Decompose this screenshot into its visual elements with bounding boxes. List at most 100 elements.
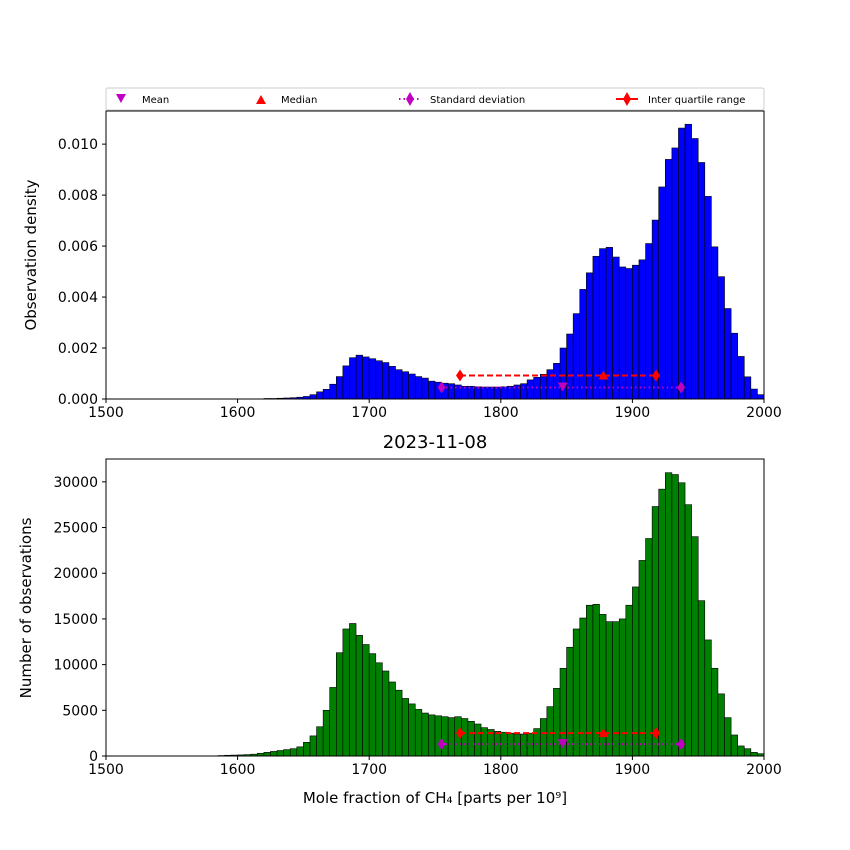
count-bar xyxy=(434,715,442,757)
density-bar xyxy=(395,369,403,400)
count-bar xyxy=(566,646,574,757)
density-bar xyxy=(526,379,534,400)
density-bar xyxy=(487,386,495,400)
count-bar xyxy=(697,600,706,757)
count-bar xyxy=(428,714,436,757)
count-iqr-low-marker xyxy=(456,727,465,740)
legend-iqr-marker xyxy=(623,92,631,106)
density-std-high-marker xyxy=(677,381,686,394)
count-x-tick-label: 1900 xyxy=(615,762,651,778)
count-bar xyxy=(684,504,692,757)
density-bar xyxy=(717,276,725,400)
count-bar xyxy=(553,688,561,757)
count-bar xyxy=(480,727,488,757)
count-bar xyxy=(401,698,409,757)
count-bar xyxy=(335,652,344,757)
count-bar xyxy=(572,628,581,757)
density-x-tick-label: 1900 xyxy=(615,405,651,421)
count-bar xyxy=(638,560,646,757)
density-bar xyxy=(678,127,686,400)
count-bar xyxy=(724,717,732,757)
count-bar xyxy=(329,687,337,757)
density-x-tick-label: 1800 xyxy=(483,405,519,421)
count-bars xyxy=(217,472,765,757)
density-bar xyxy=(559,347,567,400)
density-bar xyxy=(632,264,640,400)
count-y-tick-label: 0 xyxy=(89,749,98,765)
count-bar xyxy=(283,749,291,757)
density-histogram: 1500 1600 1700 1800 1900 2000 0.000 0.002 0.004… xyxy=(22,110,782,421)
count-axes-frame xyxy=(105,458,765,757)
density-bar xyxy=(546,369,554,400)
density-bar xyxy=(349,357,357,400)
density-y-axis-label: Observation density xyxy=(22,179,40,330)
density-bar xyxy=(592,255,600,400)
count-bar xyxy=(704,639,712,757)
count-bar xyxy=(493,731,502,757)
density-bar xyxy=(750,388,758,400)
density-bar xyxy=(408,373,416,400)
density-x-tick-label: 1700 xyxy=(351,405,387,421)
count-bar xyxy=(546,706,554,757)
density-axes-frame xyxy=(105,110,765,400)
density-bar xyxy=(368,358,377,400)
count-bar xyxy=(441,716,449,757)
density-iqr-high-marker xyxy=(652,369,661,382)
density-bar xyxy=(638,259,646,400)
count-bar xyxy=(651,506,660,757)
density-median-marker xyxy=(598,370,609,380)
count-bar xyxy=(507,732,515,757)
count-bar xyxy=(618,618,627,757)
count-bar xyxy=(296,746,304,757)
density-bar xyxy=(737,356,745,400)
density-x-tick-label: 2000 xyxy=(746,405,782,421)
density-mean-marker xyxy=(557,382,568,392)
count-bar xyxy=(474,723,482,757)
count-y-tick-label: 30000 xyxy=(53,475,98,491)
count-bar xyxy=(632,586,640,757)
legend-std-label: Standard deviation xyxy=(430,95,525,106)
count-bar xyxy=(322,710,331,757)
count-bar xyxy=(658,488,666,757)
density-bar xyxy=(507,385,515,400)
density-y-tick-label: 0.010 xyxy=(58,137,98,153)
density-bar xyxy=(382,362,390,400)
density-bar xyxy=(447,383,456,400)
count-bar xyxy=(342,628,350,757)
density-stats-markers xyxy=(437,369,686,394)
density-bar xyxy=(401,371,409,400)
count-bar xyxy=(276,750,284,757)
count-bar xyxy=(309,735,317,757)
count-bar xyxy=(678,482,686,757)
density-bar xyxy=(355,354,363,400)
count-bar xyxy=(355,635,363,757)
count-median-marker xyxy=(598,728,609,738)
density-bar xyxy=(566,333,574,400)
density-bar xyxy=(553,363,561,400)
density-bar xyxy=(658,186,666,400)
count-iqr-high-marker xyxy=(652,727,661,740)
density-bar xyxy=(335,376,344,400)
density-x-tick-label: 1600 xyxy=(220,405,256,421)
count-y-tick-label: 10000 xyxy=(53,658,98,674)
density-bar xyxy=(579,289,587,400)
density-bar xyxy=(618,266,627,400)
density-bar xyxy=(309,394,317,400)
count-x-ticks: 1500 1600 1700 1800 1900 2000 xyxy=(88,756,782,778)
count-bar xyxy=(414,709,423,757)
count-bar xyxy=(467,720,475,757)
density-iqr-low-marker xyxy=(456,369,465,382)
count-bar xyxy=(263,752,271,757)
density-bar xyxy=(375,360,383,400)
density-bar xyxy=(625,268,633,400)
count-bar xyxy=(711,667,719,757)
count-y-tick-label: 15000 xyxy=(53,612,98,628)
count-y-ticks: 0 5000 10000 15000 20000 25000 30000 xyxy=(53,475,106,765)
density-bar xyxy=(520,383,528,400)
count-bar xyxy=(368,653,377,757)
count-y-axis-label: Number of observations xyxy=(17,517,35,698)
legend-median-marker xyxy=(256,95,266,104)
count-bar xyxy=(691,536,699,757)
density-bar xyxy=(697,162,706,400)
